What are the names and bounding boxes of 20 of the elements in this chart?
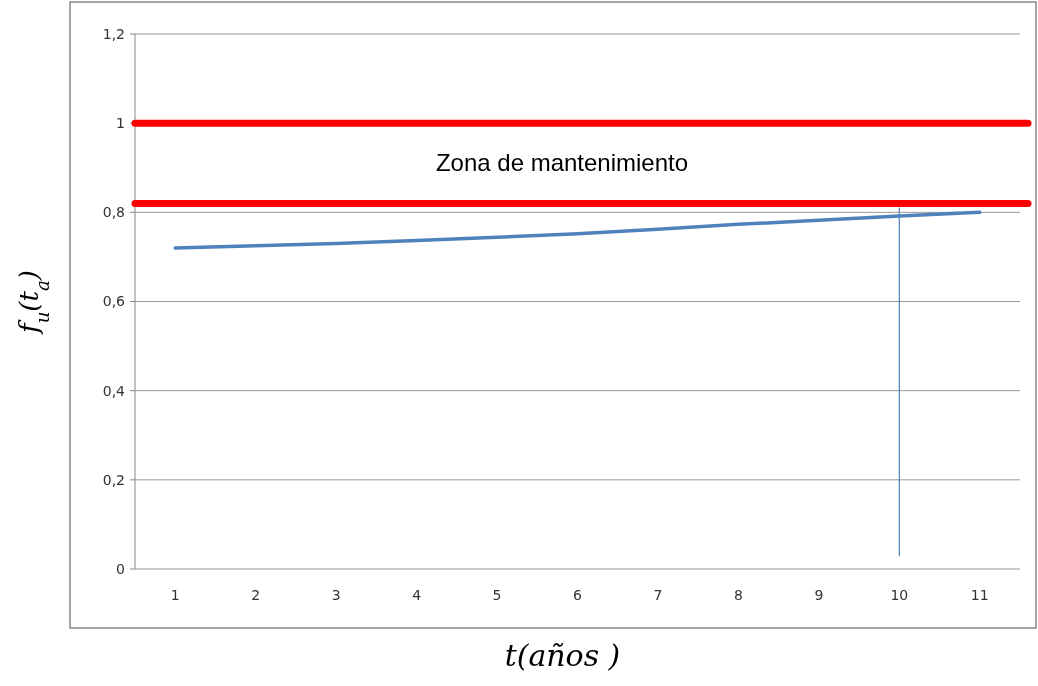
y-tick-label: 0 <box>116 560 125 577</box>
y-tick-label: 0,8 <box>102 204 125 221</box>
x-tick-label: 6 <box>573 587 583 603</box>
x-tick-label: 2 <box>251 587 261 603</box>
y-tick-label: 0,4 <box>102 382 126 399</box>
x-axis-title: t(años ) <box>504 638 621 673</box>
x-tick-label: 9 <box>814 587 824 603</box>
x-tick-label: 1 <box>170 587 180 603</box>
y-tick-label: 1 <box>116 115 125 132</box>
x-tick-label: 3 <box>331 587 341 603</box>
x-tick-label: 10 <box>890 587 909 603</box>
x-tick-label: 11 <box>970 587 989 603</box>
x-tick-label: 5 <box>492 587 502 603</box>
y-tick-label: 0,2 <box>102 471 125 488</box>
y-tick-label: 0,6 <box>102 293 126 310</box>
x-tick-label: 8 <box>733 587 743 603</box>
x-tick-label: 7 <box>653 587 663 603</box>
y-tick-label: 1,2 <box>102 25 125 42</box>
x-tick-label: 4 <box>412 587 422 603</box>
annotation: Zona de mantenimiento <box>435 149 689 177</box>
